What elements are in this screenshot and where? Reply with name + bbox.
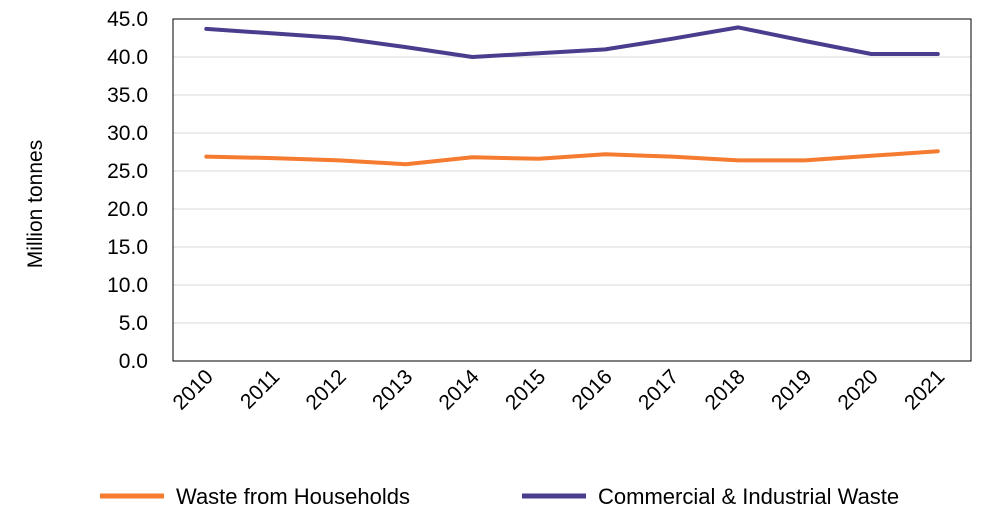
y-axis-tick-labels: 0.0 5.0 10.0 15.0 20.0 25.0 30.0 35.0 40.0 45.0 [107,8,148,373]
y-tick-label: 15.0 [107,236,148,259]
y-tick-label: 5.0 [119,312,148,335]
y-axis-title: Million tonnes [24,140,47,268]
y-tick-label: 20.0 [107,198,148,221]
x-tick-label: 2012 [301,365,350,414]
x-tick-label: 2020 [833,365,882,414]
x-tick-label: 2018 [700,365,749,414]
series-lines [204,25,940,167]
y-tick-label: 30.0 [107,122,148,145]
y-tick-label: 25.0 [107,160,148,183]
x-tick-label: 2015 [501,365,550,414]
x-axis-tick-labels: 2010 2011 2012 2013 2014 2015 2016 2017 2018 2019… [168,365,949,415]
y-tick-label: 35.0 [107,84,148,107]
grid-lines [173,18,971,362]
y-tick-label: 45.0 [107,8,148,31]
legend: Waste from Households Commercial & Indust… [100,484,899,509]
x-tick-label: 2017 [634,365,683,414]
legend-label: Commercial & Industrial Waste [598,484,899,509]
x-tick-label: 2013 [368,365,417,414]
x-tick-label: 2011 [236,365,284,413]
x-tick-label: 2016 [567,365,616,414]
plot-area-border [172,18,972,362]
y-tick-label: 10.0 [107,274,148,297]
y-tick-label: 0.0 [119,350,148,373]
x-tick-label: 2019 [767,365,816,414]
y-tick-label: 40.0 [107,46,148,69]
series-line-0 [204,149,940,167]
x-tick-label: 2021 [900,365,949,414]
x-tick-label: 2014 [434,365,484,415]
series-line-1 [204,25,940,59]
legend-label: Waste from Households [176,484,410,509]
x-tick-label: 2010 [168,365,217,414]
